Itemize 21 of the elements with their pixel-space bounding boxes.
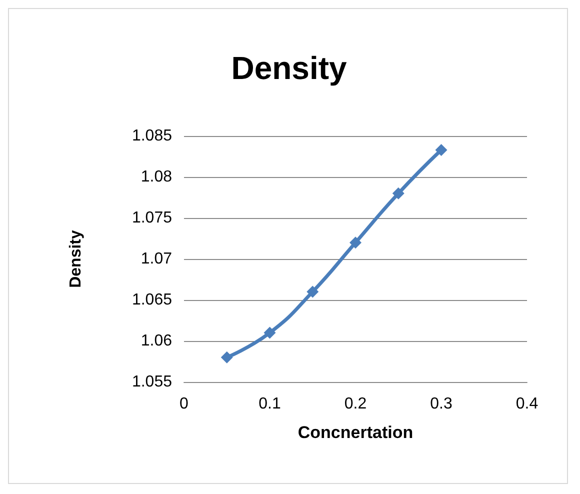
point xyxy=(220,351,233,364)
y-tick-label: 1.055 xyxy=(132,374,172,390)
y-tick-label: 1.085 xyxy=(132,128,172,144)
x-tick-label: 0.3 xyxy=(430,396,452,412)
x-tick-label: 0.1 xyxy=(258,396,281,412)
y-tick-label: 1.08 xyxy=(140,168,172,186)
point xyxy=(435,144,448,156)
point xyxy=(350,236,362,249)
y-axis-title: Density xyxy=(68,230,84,288)
y-tick-label: 1.07 xyxy=(140,250,172,268)
y-tick-label: 1.065 xyxy=(132,292,172,308)
x-tick-label: 0 xyxy=(180,396,189,412)
y-tick-label: 1.075 xyxy=(132,210,172,226)
y-tick-label: 1.06 xyxy=(140,332,172,350)
x-tick-label: 0.4 xyxy=(516,396,538,412)
chart-title: Density xyxy=(231,50,347,86)
x-axis-title: Concnertation xyxy=(298,423,414,442)
point xyxy=(306,286,319,298)
point xyxy=(392,187,404,200)
point xyxy=(264,326,276,339)
x-tick-label: 0.2 xyxy=(344,396,367,412)
